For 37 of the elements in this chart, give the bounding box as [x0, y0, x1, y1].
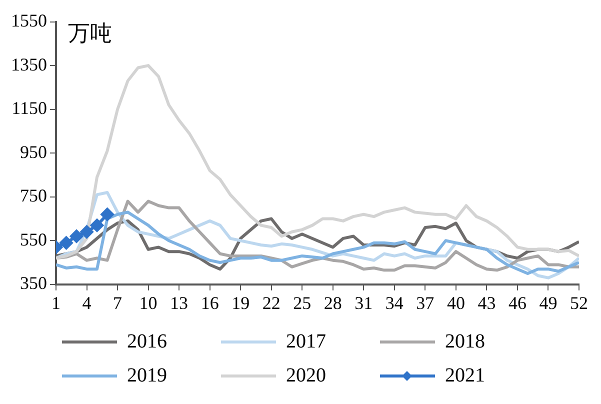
y-tick-label: 1350	[11, 54, 47, 74]
y-tick-label: 750	[20, 186, 47, 206]
x-tick-label: 46	[508, 292, 526, 313]
y-tick-label: 1550	[11, 10, 47, 31]
x-tick-label: 10	[139, 292, 158, 313]
point	[90, 218, 104, 232]
x-tick-label: 52	[570, 292, 588, 313]
y-tick-label: 350	[20, 273, 47, 294]
legend-label: 2017	[286, 330, 366, 352]
x-tick-label: 43	[478, 292, 496, 313]
y-tick-label: 550	[20, 229, 47, 250]
point	[80, 225, 94, 238]
legend-label: 2019	[127, 364, 207, 386]
legend-label: 2016	[127, 330, 207, 352]
x-tick-label: 25	[293, 292, 312, 313]
y-axis-title: 万吨	[68, 20, 112, 46]
x-tick-label: 16	[200, 292, 219, 313]
legend-label: 2018	[445, 330, 525, 352]
legend-label: 2021	[445, 364, 525, 386]
x-tick-label: 19	[232, 292, 250, 313]
x-tick-label: 40	[446, 292, 465, 313]
x-tick-label: 31	[354, 292, 373, 313]
x-tick-label: 13	[170, 292, 188, 313]
x-tick-label: 28	[324, 292, 342, 313]
point	[100, 208, 114, 221]
x-tick-label: 34	[385, 292, 404, 313]
x-tick-label: 37	[416, 292, 434, 313]
x-tick-label: 4	[82, 292, 92, 313]
x-tick-label: 7	[113, 292, 122, 313]
legend-label: 2020	[286, 364, 366, 386]
x-tick-label: 1	[52, 292, 60, 313]
y-tick-label: 950	[20, 142, 47, 162]
x-tick-label: 22	[262, 292, 280, 313]
x-tick-label: 49	[539, 292, 558, 313]
y-tick-label: 1150	[12, 98, 47, 118]
point	[60, 236, 73, 250]
point	[70, 230, 84, 243]
